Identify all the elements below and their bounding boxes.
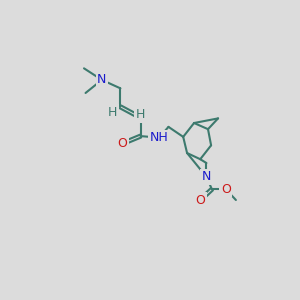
Text: O: O bbox=[221, 183, 231, 196]
Text: N: N bbox=[202, 170, 211, 183]
Text: H: H bbox=[136, 108, 145, 121]
Text: N: N bbox=[97, 74, 106, 86]
Text: H: H bbox=[108, 106, 117, 119]
Text: O: O bbox=[117, 137, 127, 150]
Text: O: O bbox=[195, 194, 205, 206]
Text: NH: NH bbox=[150, 131, 169, 144]
